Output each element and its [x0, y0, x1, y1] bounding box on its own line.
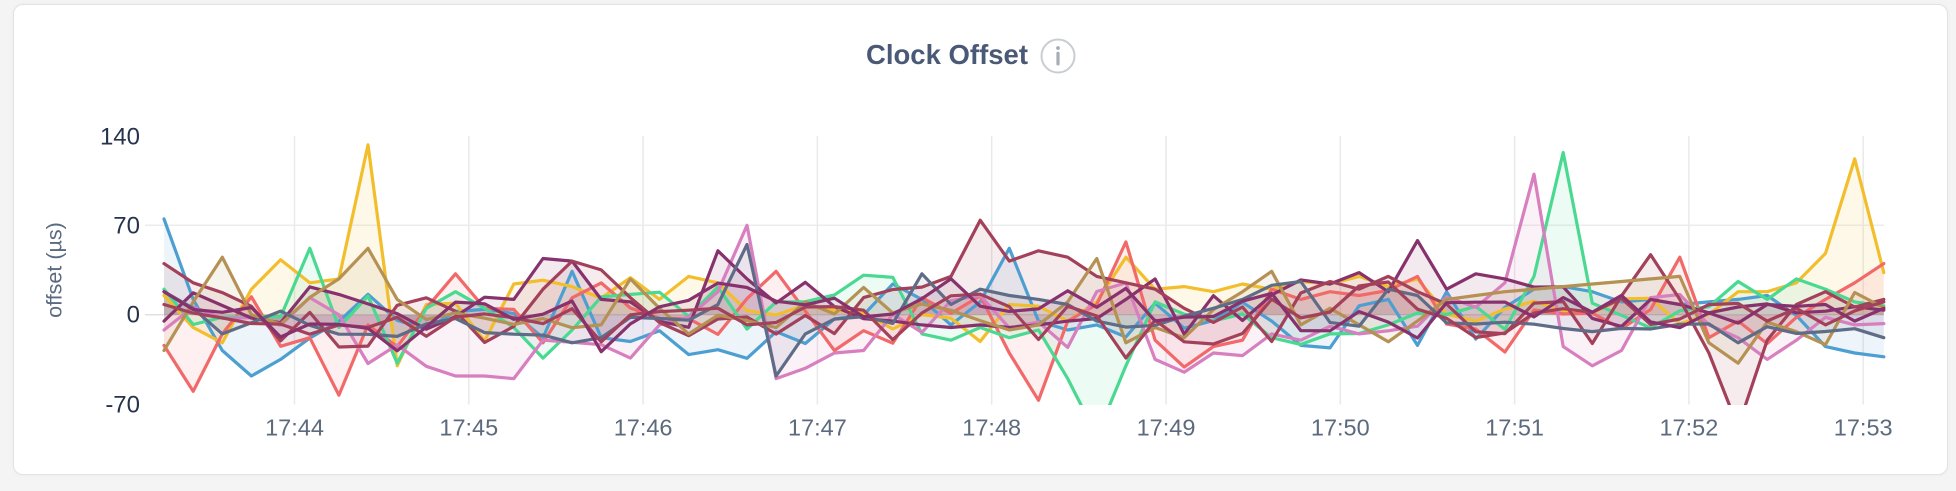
svg-text:Clock Offset: Clock Offset — [866, 39, 1028, 70]
svg-text:17:50: 17:50 — [1311, 415, 1370, 441]
svg-text:17:49: 17:49 — [1137, 415, 1196, 441]
svg-text:17:44: 17:44 — [265, 415, 324, 441]
svg-text:17:52: 17:52 — [1659, 415, 1718, 441]
svg-text:70: 70 — [113, 212, 140, 239]
svg-text:17:48: 17:48 — [962, 415, 1021, 441]
svg-text:140: 140 — [100, 124, 140, 151]
svg-text:17:47: 17:47 — [788, 415, 847, 441]
svg-text:17:53: 17:53 — [1834, 415, 1893, 441]
svg-text:17:45: 17:45 — [439, 415, 498, 441]
svg-text:17:51: 17:51 — [1485, 415, 1544, 441]
svg-text:0: 0 — [127, 302, 140, 329]
svg-text:17:46: 17:46 — [614, 415, 673, 441]
svg-text:offset (µs): offset (µs) — [43, 222, 67, 318]
svg-text:-70: -70 — [105, 391, 140, 418]
